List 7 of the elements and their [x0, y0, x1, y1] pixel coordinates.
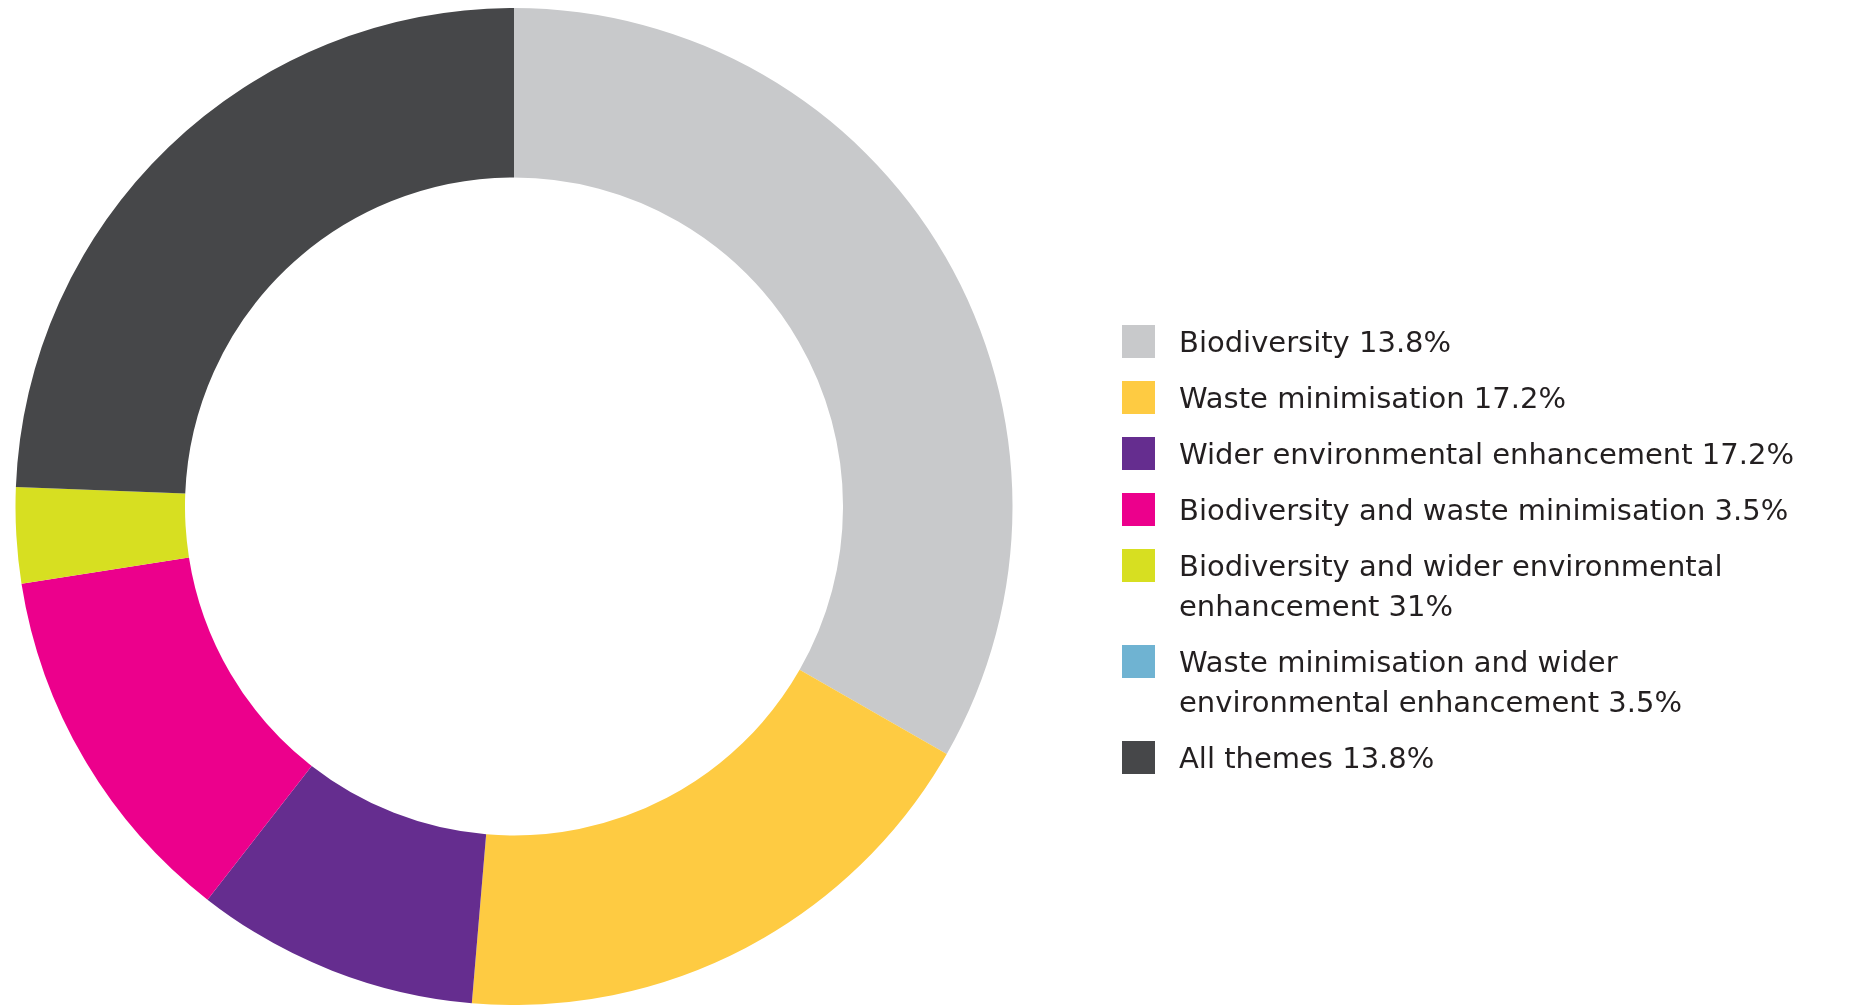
- legend-label: Waste minimisation and wider environmental enhancement 3.5%: [1179, 644, 1683, 721]
- legend-label: Biodiversity and waste minimisation 3.5%: [1179, 492, 1789, 529]
- legend-label: Biodiversity 13.8%: [1179, 324, 1452, 361]
- legend-label: All themes 13.8%: [1179, 740, 1435, 777]
- legend-label: Waste minimisation 17.2%: [1179, 380, 1566, 417]
- legend-label: Biodiversity and wider environmental enhancement 31%: [1179, 548, 1724, 625]
- legend-label: Wider environmental enhancement 17.2%: [1179, 436, 1794, 473]
